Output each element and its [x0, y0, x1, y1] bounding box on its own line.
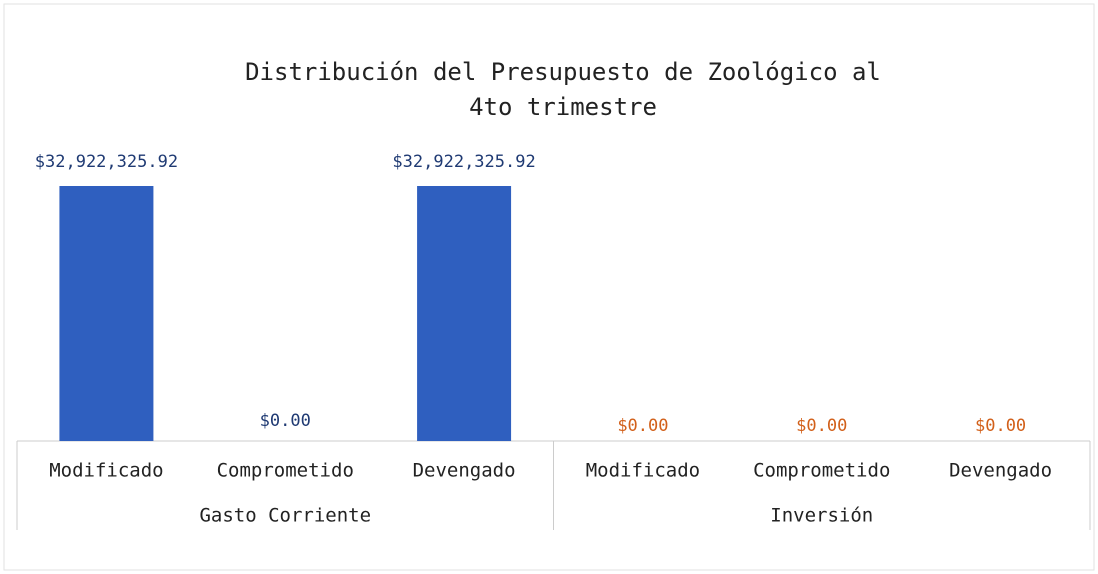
value-label: $32,922,325.92 — [392, 152, 535, 172]
x-tick-label: Modificado — [586, 460, 700, 482]
group-label: Inversión — [770, 505, 873, 527]
x-tick-label: Comprometido — [217, 460, 354, 482]
group-label: Gasto Corriente — [199, 505, 371, 527]
x-tick-label: Devengado — [949, 460, 1052, 482]
x-tick-label: Comprometido — [753, 460, 890, 482]
frame — [3, 3, 1095, 571]
chart-title: Distribución del Presupuesto de Zoológic… — [245, 58, 881, 86]
bar — [59, 186, 154, 441]
x-tick-label: Modificado — [49, 460, 163, 482]
x-tick-label: Devengado — [413, 460, 516, 482]
value-label: $0.00 — [260, 411, 311, 431]
value-label: $0.00 — [975, 416, 1026, 436]
chart-title: 4to trimestre — [469, 93, 657, 121]
value-label: $32,922,325.92 — [35, 152, 178, 172]
value-label: $0.00 — [617, 416, 668, 436]
value-label: $0.00 — [796, 416, 847, 436]
bar — [417, 186, 512, 441]
